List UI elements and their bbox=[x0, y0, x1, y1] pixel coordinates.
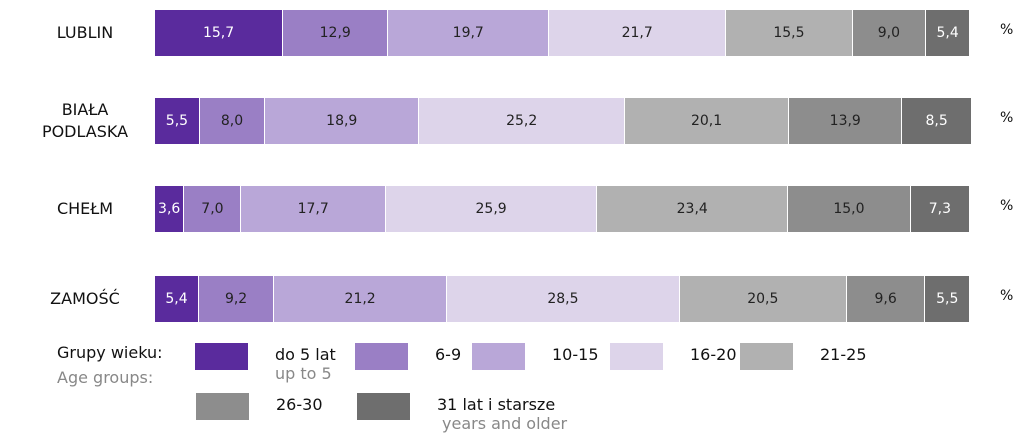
legend-swatch bbox=[196, 393, 249, 420]
legend-swatch bbox=[355, 343, 408, 370]
unit-label: % bbox=[1000, 22, 1014, 38]
bar-segment: 8,5 bbox=[902, 98, 972, 144]
unit-label: % bbox=[1000, 198, 1014, 214]
bar-segment: 15,7 bbox=[155, 10, 284, 56]
value-label: 8,0 bbox=[220, 113, 244, 129]
legend-label: 31 lat i starsze bbox=[437, 395, 556, 414]
value-label: 28,5 bbox=[547, 291, 579, 307]
legend-label: 6-9 bbox=[435, 345, 462, 364]
bar-segment: 23,4 bbox=[597, 186, 789, 232]
legend-label: 16-20 bbox=[690, 345, 737, 364]
value-label: 20,5 bbox=[747, 291, 779, 307]
bar-segment: 5,5 bbox=[925, 276, 971, 322]
value-label: 25,9 bbox=[475, 201, 507, 217]
bar-segment: 20,5 bbox=[679, 276, 847, 322]
legend-swatch bbox=[610, 343, 663, 370]
bar-segment: 13,9 bbox=[789, 98, 903, 144]
bar-segment: 28,5 bbox=[447, 276, 680, 322]
value-label: 17,7 bbox=[297, 201, 329, 217]
legend-title: Grupy wieku: bbox=[57, 343, 163, 362]
category-label: LUBLIN bbox=[56, 23, 114, 42]
bar-segment: 21,2 bbox=[274, 276, 448, 322]
bar-segment: 25,9 bbox=[385, 186, 598, 232]
value-label: 7,3 bbox=[928, 201, 952, 217]
bar-segment: 15,5 bbox=[726, 10, 853, 56]
bar-segment: 19,7 bbox=[388, 10, 550, 56]
legend-swatch bbox=[357, 393, 410, 420]
bar-segment: 20,1 bbox=[625, 98, 790, 144]
value-label: 23,4 bbox=[676, 201, 708, 217]
bar-segment: 18,9 bbox=[265, 98, 420, 144]
legend-label-en: years and older bbox=[442, 414, 568, 433]
value-label: 9,2 bbox=[224, 291, 248, 307]
legend-label-en: up to 5 bbox=[275, 364, 332, 383]
bar-segment: 7,3 bbox=[910, 186, 971, 232]
bar-segment: 3,6 bbox=[155, 186, 185, 232]
bar-segment: 9,0 bbox=[852, 10, 927, 56]
bar-segment: 5,4 bbox=[926, 10, 971, 56]
unit-label: % bbox=[1000, 288, 1014, 304]
bar-segment: 5,5 bbox=[155, 98, 200, 144]
legend-label: 21-25 bbox=[820, 345, 867, 364]
legend-swatch bbox=[740, 343, 793, 370]
bar-segment: 25,2 bbox=[419, 98, 625, 144]
bar-segment: 21,7 bbox=[549, 10, 727, 56]
value-label: 12,9 bbox=[319, 25, 351, 41]
bar-segment: 9,6 bbox=[846, 276, 926, 322]
legend-label: do 5 lat bbox=[275, 345, 336, 364]
bar-segment: 9,2 bbox=[199, 276, 275, 322]
value-label: 9,0 bbox=[877, 25, 901, 41]
bar-segment: 12,9 bbox=[283, 10, 389, 56]
category-label: ZAMOŚĆ bbox=[50, 289, 120, 308]
bar-segment: 8,0 bbox=[199, 98, 266, 144]
unit-label: % bbox=[1000, 110, 1014, 126]
bar-segment: 17,7 bbox=[241, 186, 386, 232]
value-label: 15,7 bbox=[202, 25, 235, 41]
value-label: 18,9 bbox=[326, 113, 358, 129]
legend-title-en: Age groups: bbox=[57, 368, 154, 387]
legend-label: 26-30 bbox=[276, 395, 323, 414]
category-label: CHEŁM bbox=[56, 199, 114, 218]
value-label: 21,7 bbox=[621, 25, 653, 41]
value-label: 5,5 bbox=[936, 291, 959, 307]
legend-swatch bbox=[472, 343, 525, 370]
value-label: 15,5 bbox=[773, 25, 805, 41]
category-label: BIAŁA PODLASKA bbox=[41, 100, 129, 141]
bar-segment: 15,0 bbox=[788, 186, 911, 232]
value-label: 7,0 bbox=[201, 201, 224, 217]
bar-segment: 5,4 bbox=[155, 276, 200, 322]
value-label: 15,0 bbox=[833, 201, 865, 217]
legend-label: 10-15 bbox=[552, 345, 599, 364]
value-label: 25,2 bbox=[506, 113, 538, 129]
value-label: 19,7 bbox=[452, 25, 484, 41]
value-label: 5,4 bbox=[936, 25, 959, 41]
value-label: 9,6 bbox=[874, 291, 897, 307]
value-label: 8,5 bbox=[925, 113, 948, 129]
value-label: 13,9 bbox=[829, 113, 861, 129]
bar-segment: 7,0 bbox=[184, 186, 242, 232]
value-label: 20,1 bbox=[690, 113, 723, 129]
value-label: 5,5 bbox=[165, 113, 189, 129]
value-label: 3,6 bbox=[158, 201, 181, 217]
value-label: 5,4 bbox=[165, 291, 188, 307]
value-label: 21,2 bbox=[344, 291, 376, 307]
legend-swatch bbox=[195, 343, 248, 370]
